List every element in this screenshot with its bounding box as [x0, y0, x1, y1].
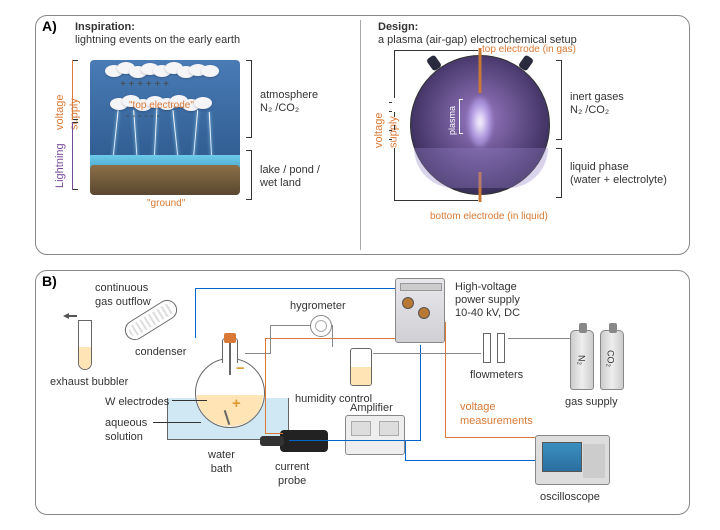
plasma-bracket [459, 99, 463, 134]
minus-icon: − [236, 360, 245, 377]
wire-top [394, 50, 478, 51]
gas-supply-label: gas supply [565, 395, 618, 409]
wire-bot [394, 200, 478, 201]
hygrometer-icon [310, 315, 332, 337]
fm-label: flowmeters [470, 368, 523, 382]
panel-a-divider [360, 20, 361, 250]
lake2: wet land [260, 176, 301, 190]
bracket-liq [556, 148, 562, 198]
exhaust-label: exhaust bubbler [50, 375, 128, 389]
left-top-elec: "top electrode" [129, 99, 194, 112]
probe-handle [260, 436, 284, 446]
liq2: (water + electrolyte) [570, 173, 667, 187]
fm1 [483, 333, 491, 363]
aqueous-label: aqueous solution [105, 416, 147, 445]
bracket-atm [246, 60, 252, 138]
inert2: N₂ /CO₂ [570, 103, 609, 117]
bracket-lake [246, 150, 252, 200]
lightning-scene: + + + + + + - - - - - - [90, 60, 240, 210]
vm-label: voltage measurements [460, 400, 533, 429]
electrode-neg [229, 340, 231, 375]
cap-top [389, 102, 392, 112]
charges-pos: + + + + + + [120, 78, 169, 91]
condenser-label: condenser [135, 345, 186, 359]
psu-l3: 10-40 kV, DC [455, 306, 520, 320]
exhaust-tube [78, 320, 92, 370]
right-vsupply: voltage supply [372, 78, 401, 148]
left-ground: "ground" [147, 197, 185, 210]
n2-label: N₂ [575, 355, 587, 365]
insp-title2: lightning events on the early earth [75, 33, 240, 47]
humidity-vessel [350, 348, 372, 386]
outflow-label: continuous gas outflow [95, 281, 151, 310]
atm2: N₂ /CO₂ [260, 101, 299, 115]
plasma-label: plasma [447, 106, 459, 135]
septum [224, 333, 236, 343]
bracket-lt-l [72, 122, 78, 190]
hygro-label: hygrometer [290, 299, 346, 313]
plus-icon: + [232, 395, 241, 412]
psu [395, 278, 445, 343]
bot-elec-r: bottom electrode (in liquid) [430, 210, 548, 223]
current-probe [280, 430, 328, 452]
left-lightning: Lightning [53, 138, 67, 188]
w-elec-label: W electrodes [105, 395, 169, 409]
probe-label: current probe [275, 460, 309, 489]
co2-label: CO₂ [604, 350, 616, 367]
bracket-vs-l [72, 60, 78, 120]
wire-bot-v [394, 148, 395, 200]
oscilloscope [535, 435, 610, 485]
fm2 [497, 333, 505, 363]
amp-label: Amplifier [350, 401, 393, 415]
scope-label: oscilloscope [540, 490, 600, 504]
panel-b-label: B) [42, 273, 57, 289]
amplifier [345, 415, 405, 455]
cap-bot [389, 130, 392, 140]
panel-a-label: A) [42, 18, 57, 34]
plasma-vessel [410, 55, 550, 195]
top-elec-r: top electrode (in gas) [482, 43, 576, 56]
bracket-inert [556, 60, 562, 140]
wb-label: water bath [208, 448, 235, 477]
wire-top-v [394, 50, 395, 98]
